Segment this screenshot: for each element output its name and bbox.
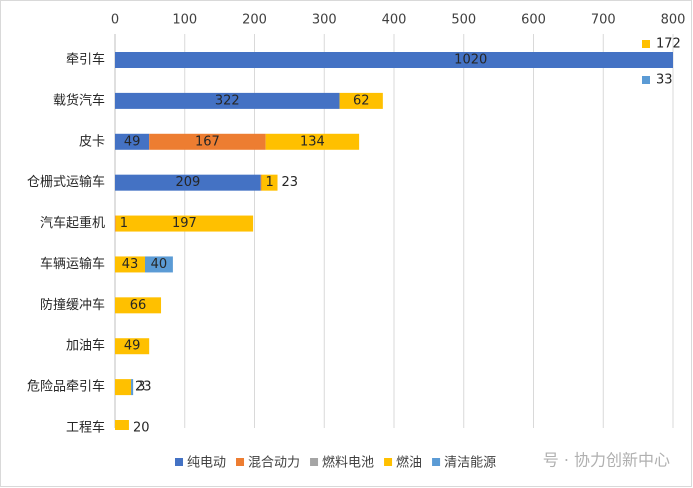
y-tick-label: 防撞缓冲车 [40, 297, 105, 313]
legend-label: 清洁能源 [444, 456, 496, 471]
bar [131, 379, 134, 396]
label-key [642, 76, 650, 84]
data-label: 134 [300, 134, 325, 149]
data-label: 43 [122, 257, 139, 272]
legend-key [175, 458, 183, 466]
data-label: 62 [353, 93, 370, 108]
y-tick-label: 工程车 [66, 420, 105, 436]
x-tick-label: 0 [111, 13, 119, 28]
data-label: 172 [656, 37, 681, 52]
legend-label: 混合动力 [248, 456, 300, 471]
legend-key [384, 458, 393, 466]
bar [115, 92, 340, 109]
y-tick-label: 牵引车 [66, 52, 105, 68]
data-label: 3 [137, 380, 145, 395]
y-tick-label: 汽车起重机 [40, 215, 105, 231]
bar [115, 215, 116, 232]
y-tick-label: 车辆运输车 [40, 256, 105, 272]
bar [339, 92, 383, 109]
x-tick-label: 300 [312, 13, 337, 28]
data-label: 23 [135, 380, 152, 395]
bar [115, 256, 145, 273]
data-label: 197 [172, 216, 197, 231]
bar [261, 174, 278, 191]
x-tick-label: 100 [172, 13, 197, 28]
bar [115, 297, 162, 314]
label-key [642, 40, 650, 48]
legend-label: 燃料电池 [322, 455, 374, 471]
y-tick-label: 危险品牵引车 [27, 379, 105, 395]
bar [115, 133, 150, 150]
x-tick-label: 800 [661, 13, 686, 28]
data-label: 1 [120, 216, 128, 231]
watermark: 号 · 协力创新中心 [543, 451, 670, 470]
bar [260, 174, 262, 191]
legend-label: 纯电动 [187, 456, 226, 471]
x-tick-label: 200 [242, 13, 267, 28]
data-label: 322 [215, 93, 240, 108]
data-label: 167 [195, 134, 220, 149]
y-tick-label: 载货汽车 [53, 92, 105, 108]
legend-key [310, 458, 319, 466]
bar [115, 379, 132, 396]
y-tick-label: 仓栅式运输车 [27, 174, 105, 190]
data-label: 49 [124, 339, 141, 354]
data-label: 209 [175, 175, 200, 190]
bar [115, 52, 673, 68]
legend-key [236, 458, 245, 466]
x-tick-label: 500 [451, 13, 476, 28]
x-tick-label: 600 [521, 13, 546, 28]
bar [265, 133, 360, 150]
y-tick-label: 加油车 [66, 338, 105, 354]
legend-key [432, 458, 441, 466]
bar [115, 420, 129, 430]
data-label: 49 [124, 134, 141, 149]
x-tick-label: 400 [382, 13, 407, 28]
bar [115, 174, 261, 191]
bar [144, 256, 173, 273]
x-tick-label: 700 [591, 13, 616, 28]
bar [115, 338, 150, 355]
data-label: 20 [133, 421, 150, 436]
data-label: 66 [130, 298, 147, 313]
data-label: 1 [265, 175, 273, 190]
bar [149, 133, 266, 150]
data-label: 33 [656, 73, 673, 88]
data-label: 1020 [454, 53, 487, 68]
data-label: 40 [151, 257, 168, 272]
legend-label: 燃油 [396, 455, 422, 471]
y-tick-label: 皮卡 [79, 134, 105, 149]
bar [115, 215, 254, 232]
data-label: 23 [282, 175, 299, 190]
